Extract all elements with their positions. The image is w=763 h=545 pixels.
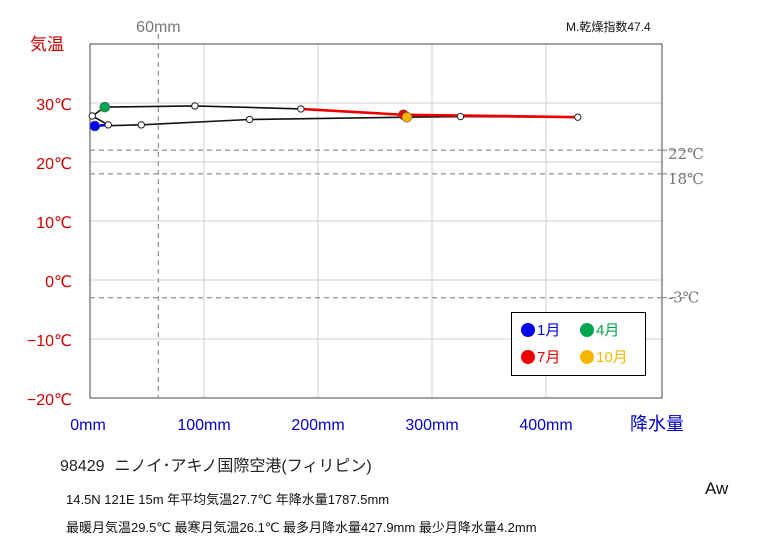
y-tick-label: 0℃ [45,274,72,291]
legend-item-oct: 10月 [580,346,628,367]
y-tick-label: −10℃ [27,333,72,350]
month-point [456,112,465,121]
legend-label-jul: 7月 [537,349,561,366]
y-tick-label: 10℃ [36,215,72,232]
month-point [137,121,146,129]
station-name: ニノイ･アキノ国際空港(フィリピン) [114,458,372,475]
reference-label: 60mm [136,19,180,36]
station-info-line-2: 最暖月気温29.5℃ 最寒月気温26.1℃ 最多月降水量427.9mm 最少月降… [66,520,537,535]
legend-item-apr: 4月 [580,319,619,340]
reference-label: 22℃ [668,145,704,163]
climate-class: Aw [705,479,729,498]
legend-item-jan: 1月 [521,319,560,340]
legend-label-apr: 4月 [596,322,620,339]
month-point [88,112,96,120]
month-point-highlight [89,120,101,132]
station-code: 98429 [60,458,105,475]
chart-legend: 1月 4月 7月 10月 [511,312,646,376]
highlight-segment [403,113,578,119]
y-tick-label: −20℃ [27,392,72,409]
x-tick-label: 200mm [291,417,344,434]
x-tick-label: 400mm [519,417,572,434]
x-tick-label: 100mm [177,417,230,434]
month-point [245,115,254,124]
y-tick-label: 30℃ [36,97,72,114]
month-point [574,113,582,121]
month-point [297,105,305,113]
month-point [104,121,112,129]
month-point [191,102,199,110]
dryness-index: M.乾燥指数47.4 [566,20,651,34]
legend-dot-jan [521,323,535,337]
month-point-highlight [99,101,111,113]
station-info-line-1: 14.5N 121E 15m 年平均気温27.7℃ 年降水量1787.5mm [66,492,390,507]
legend-item-jul: 7月 [521,346,560,367]
station-line: 98429 ニノイ･アキノ国際空港(フィリピン) [60,452,372,476]
y-tick-label: 20℃ [36,156,72,173]
legend-dot-jul [521,350,535,364]
reference-label: -3℃ [668,289,699,307]
reference-label: 18℃ [668,170,704,188]
legend-label-jan: 1月 [537,322,561,339]
legend-label-oct: 10月 [596,349,628,366]
x-tick-label: 0mm [70,417,106,434]
legend-dot-oct [580,350,594,364]
y-axis-unit-label: 気温 [30,35,64,54]
legend-dot-apr [580,323,594,337]
highlight-segment [300,107,404,117]
x-axis-unit-label: 降水量 [630,414,684,434]
plot-border [89,43,663,399]
month-point-highlight [401,111,413,123]
x-tick-label: 300mm [405,417,458,434]
